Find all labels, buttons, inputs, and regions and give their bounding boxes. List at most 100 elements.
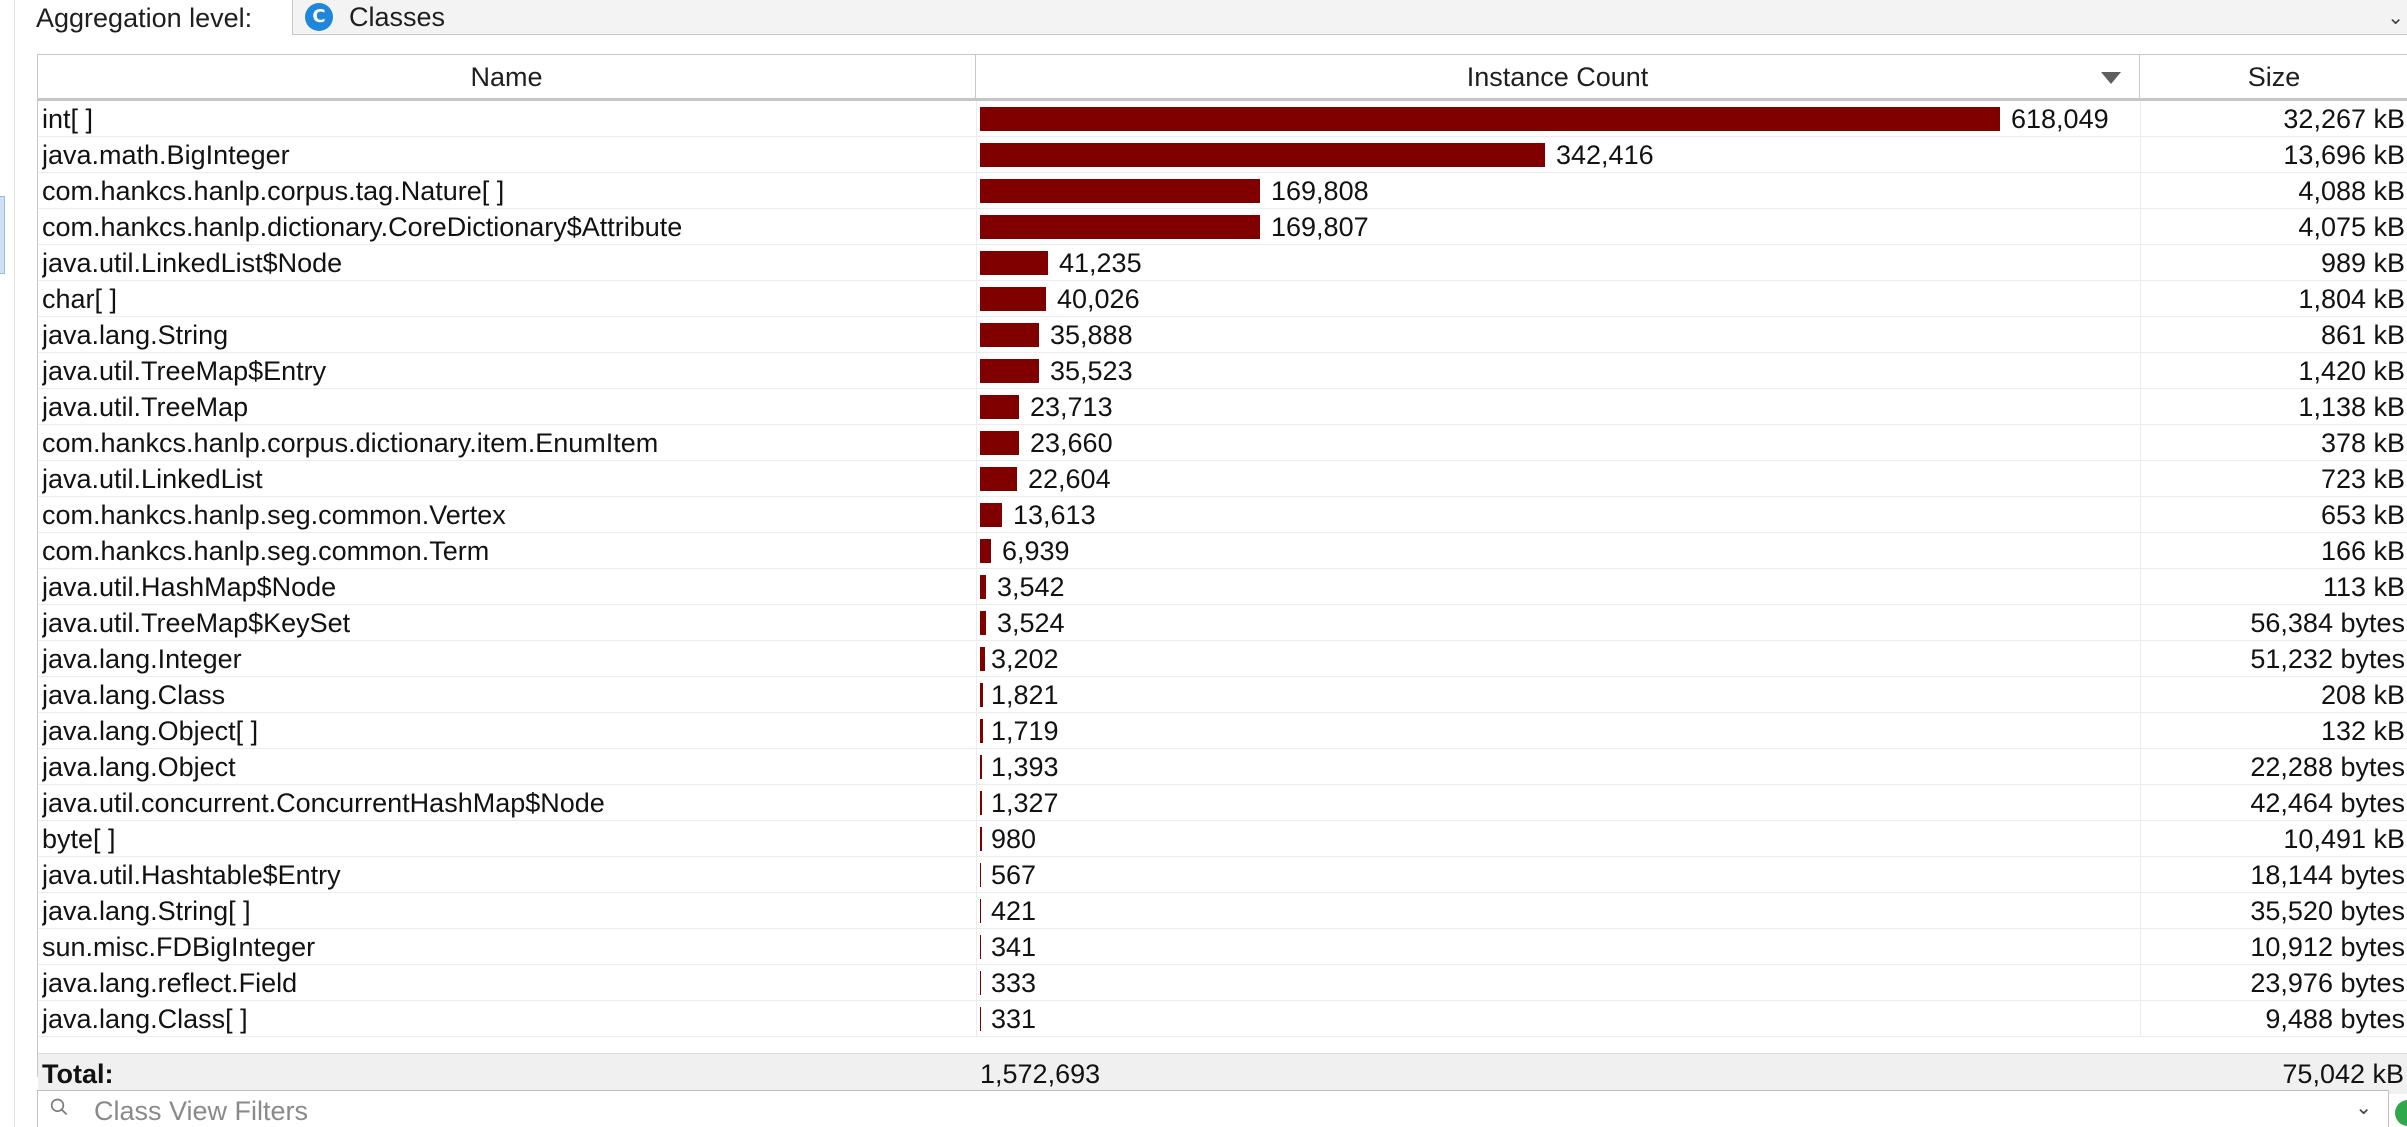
size-cell: 22,288 bytes [2140,749,2405,784]
instance-count-cell: 22,604 [976,461,2141,496]
instance-count-bar [980,143,1545,167]
table-row[interactable]: java.lang.String[ ] 421 35,520 bytes [38,893,2407,929]
table-row[interactable]: com.hankcs.hanlp.dictionary.CoreDictiona… [38,209,2407,245]
instance-count-text: 41,235 [1059,248,1142,278]
instance-count-text: 23,660 [1030,428,1113,458]
class-name: java.lang.Integer [42,644,242,674]
instance-count-text: 341 [991,932,1037,962]
size-cell: 35,520 bytes [2140,893,2405,928]
size-cell: 56,384 bytes [2140,605,2405,640]
instance-count-bar [980,899,981,923]
instance-count-text: 1,327 [991,788,1059,818]
instance-count-bar [980,683,983,707]
chevron-down-icon: ⌄ [2387,5,2404,29]
instance-count-cell: 40,026 [976,281,2141,316]
table-row[interactable]: java.util.LinkedList 22,604 723 kB [38,461,2407,497]
class-view-filter-input[interactable]: Class View Filters ⌄ [37,1090,2389,1127]
column-header-instance-count[interactable]: Instance Count [976,55,2140,98]
table-header: Name Instance Count Size [38,55,2407,101]
instance-count-bar [980,395,1019,419]
size-cell: 378 kB [2140,425,2405,460]
table-row[interactable]: java.util.TreeMap$KeySet 3,524 56,384 byte… [38,605,2407,641]
class-name: char[ ] [42,284,118,314]
table-row[interactable]: java.lang.Object 1,393 22,288 bytes [38,749,2407,785]
table-row[interactable]: java.util.TreeMap 23,713 1,138 kB [38,389,2407,425]
instance-count-text: 1,821 [991,680,1059,710]
class-name: java.math.BigInteger [42,140,290,170]
size-cell: 4,075 kB [2140,209,2405,244]
table-row[interactable]: sun.misc.FDBigInteger 341 10,912 bytes [38,929,2407,965]
size-cell: 1,420 kB [2140,353,2405,388]
size-cell: 166 kB [2140,533,2405,568]
instance-count-bar [980,251,1048,275]
aggregation-level-dropdown[interactable]: C Classes ⌄ [292,0,2407,35]
table-row[interactable]: java.lang.reflect.Field 333 23,976 bytes [38,965,2407,1001]
filter-placeholder: Class View Filters [94,1096,309,1126]
instance-count-bar [980,827,982,851]
size-cell: 9,488 bytes [2140,1001,2405,1036]
class-name: com.hankcs.hanlp.seg.common.Term [42,536,490,566]
instance-count-text: 23,713 [1030,392,1113,422]
instance-count-bar [980,647,985,671]
size-cell: 208 kB [2140,677,2405,712]
instance-count-cell: 23,713 [976,389,2141,424]
class-name: sun.misc.FDBigInteger [42,932,316,962]
instance-count-text: 13,613 [1013,500,1096,530]
chevron-down-icon[interactable]: ⌄ [2355,1095,2372,1119]
class-name: java.util.Hashtable$Entry [42,860,341,890]
table-row[interactable]: com.hankcs.hanlp.corpus.dictionary.item.… [38,425,2407,461]
aggregation-level-label: Aggregation level: [36,3,253,33]
instance-count-text: 35,523 [1050,356,1133,386]
search-filter-icon [50,1098,68,1116]
table-row[interactable]: java.lang.Object[ ] 1,719 132 kB [38,713,2407,749]
column-header-instance-count-label: Instance Count [1466,62,1649,92]
instance-count-text: 3,524 [997,608,1065,638]
table-row[interactable]: com.hankcs.hanlp.corpus.tag.Nature[ ] 169… [38,173,2407,209]
size-cell: 1,138 kB [2140,389,2405,424]
class-name: com.hankcs.hanlp.corpus.tag.Nature[ ] [42,176,505,206]
instance-count-bar [980,323,1039,347]
size-cell: 653 kB [2140,497,2405,532]
table-row[interactable]: com.hankcs.hanlp.seg.common.Vertex 13,613… [38,497,2407,533]
instance-count-bar [980,611,986,635]
size-cell: 132 kB [2140,713,2405,748]
table-row[interactable]: java.util.concurrent.ConcurrentHashMap$N… [38,785,2407,821]
class-name: java.lang.Object[ ] [42,716,259,746]
table-row[interactable]: int[ ] 618,049 32,267 kB [38,101,2407,137]
table-row[interactable]: java.lang.Integer 3,202 51,232 bytes [38,641,2407,677]
class-name: byte[ ] [42,824,116,854]
size-cell: 13,696 kB [2140,137,2405,172]
instance-count-text: 169,807 [1271,212,1369,242]
table-row[interactable]: java.lang.Class 1,821 208 kB [38,677,2407,713]
instance-count-bar [980,719,983,743]
instance-count-cell: 13,613 [976,497,2141,532]
aggregation-toolbar: Aggregation level: C Classes ⌄ [24,0,2407,36]
size-cell: 1,804 kB [2140,281,2405,316]
class-name: com.hankcs.hanlp.dictionary.CoreDictiona… [42,212,683,242]
table-row[interactable]: java.lang.Class[ ] 331 9,488 bytes [38,1001,2407,1037]
class-name: java.util.LinkedList$Node [42,248,343,278]
instance-count-text: 342,416 [1556,140,1654,170]
left-side-tab[interactable] [0,196,5,274]
class-name: java.util.concurrent.ConcurrentHashMap$N… [42,788,605,818]
table-row[interactable]: char[ ] 40,026 1,804 kB [38,281,2407,317]
instance-count-cell: 23,660 [976,425,2141,460]
column-header-size[interactable]: Size [2247,62,2301,92]
column-header-name[interactable]: Name [38,55,976,98]
instance-count-cell: 980 [976,821,2141,856]
class-name: java.lang.Class[ ] [42,1004,248,1034]
table-row[interactable]: java.util.LinkedList$Node 41,235 989 kB [38,245,2407,281]
table-row[interactable]: java.util.Hashtable$Entry 567 18,144 bytes [38,857,2407,893]
table-row[interactable]: java.util.HashMap$Node 3,542 113 kB [38,569,2407,605]
table-row[interactable]: com.hankcs.hanlp.seg.common.Term 6,939 166… [38,533,2407,569]
instance-count-cell: 341 [976,929,2141,964]
sort-descending-icon [2101,72,2121,84]
table-row[interactable]: byte[ ] 980 10,491 kB [38,821,2407,857]
class-name: java.util.TreeMap [42,392,249,422]
instance-count-cell: 333 [976,965,2141,1000]
instance-count-text: 421 [991,896,1037,926]
instance-count-text: 618,049 [2011,104,2109,134]
table-row[interactable]: java.util.TreeMap$Entry 35,523 1,420 kB [38,353,2407,389]
table-row[interactable]: java.lang.String 35,888 861 kB [38,317,2407,353]
table-row[interactable]: java.math.BigInteger 342,416 13,696 kB [38,137,2407,173]
